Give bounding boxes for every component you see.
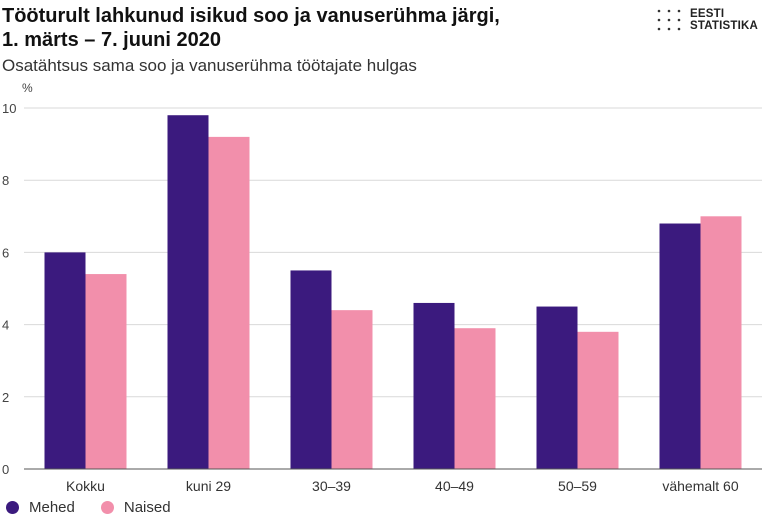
y-tick-label: 2 bbox=[2, 390, 9, 405]
bar-mehed bbox=[44, 252, 86, 469]
x-tick-label: 40–49 bbox=[435, 478, 474, 494]
legend-swatch-mehed bbox=[6, 500, 19, 514]
logo-text-line2: STATISTIKA bbox=[690, 20, 759, 32]
y-tick-label: 10 bbox=[2, 101, 16, 116]
chart-title: Tööturult lahkunud isikud soo ja vanuser… bbox=[2, 4, 602, 52]
legend-label-naised: Naised bbox=[123, 498, 171, 516]
x-tick-label: 30–39 bbox=[312, 478, 351, 494]
bar-mehed bbox=[659, 223, 701, 469]
legend-item-naised: Naised bbox=[100, 498, 171, 516]
bar-mehed bbox=[536, 306, 578, 469]
bar-naised bbox=[208, 136, 250, 469]
logo-dots-icon bbox=[657, 9, 681, 31]
bar-naised bbox=[577, 331, 619, 469]
logo-text-line1: EESTI bbox=[690, 8, 725, 20]
bar-mehed bbox=[413, 302, 455, 469]
legend-swatch-naised bbox=[100, 500, 114, 514]
chart-legend: Mehed Naised bbox=[6, 496, 197, 518]
bar-naised bbox=[85, 274, 127, 469]
bar-mehed bbox=[290, 270, 332, 469]
chart-title-line2: 1. märts – 7. juuni 2020 bbox=[2, 29, 221, 51]
chart-title-line1: Tööturult lahkunud isikud soo ja vanuser… bbox=[2, 5, 500, 27]
x-tick-label: vähemalt 60 bbox=[662, 478, 738, 494]
logo-text: EESTI STATISTIKA bbox=[690, 8, 758, 32]
bar-naised bbox=[331, 310, 373, 469]
chart-subtitle: Osatähtsus sama soo ja vanuserühma tööta… bbox=[2, 56, 417, 75]
x-tick-label: 50–59 bbox=[558, 478, 597, 494]
y-tick-label: 6 bbox=[2, 245, 9, 260]
bar-naised bbox=[700, 216, 742, 469]
eesti-statistika-logo: EESTI STATISTIKA bbox=[656, 6, 766, 36]
x-tick-label: Kokku bbox=[66, 478, 105, 494]
bar-naised bbox=[454, 328, 496, 469]
legend-label-mehed: Mehed bbox=[29, 498, 75, 516]
x-tick-label: kuni 29 bbox=[186, 478, 231, 494]
y-tick-label: 0 bbox=[2, 462, 9, 477]
y-axis-unit-label: % bbox=[22, 81, 33, 95]
bar-chart: 0 2 4 6 8 10% Kokku kuni 29 30–39 40–49 50–59 vähem… bbox=[2, 81, 762, 494]
legend-item-mehed: Mehed bbox=[6, 499, 75, 516]
bar-mehed bbox=[167, 115, 209, 469]
y-tick-label: 4 bbox=[2, 318, 9, 333]
y-tick-label: 8 bbox=[2, 173, 9, 188]
